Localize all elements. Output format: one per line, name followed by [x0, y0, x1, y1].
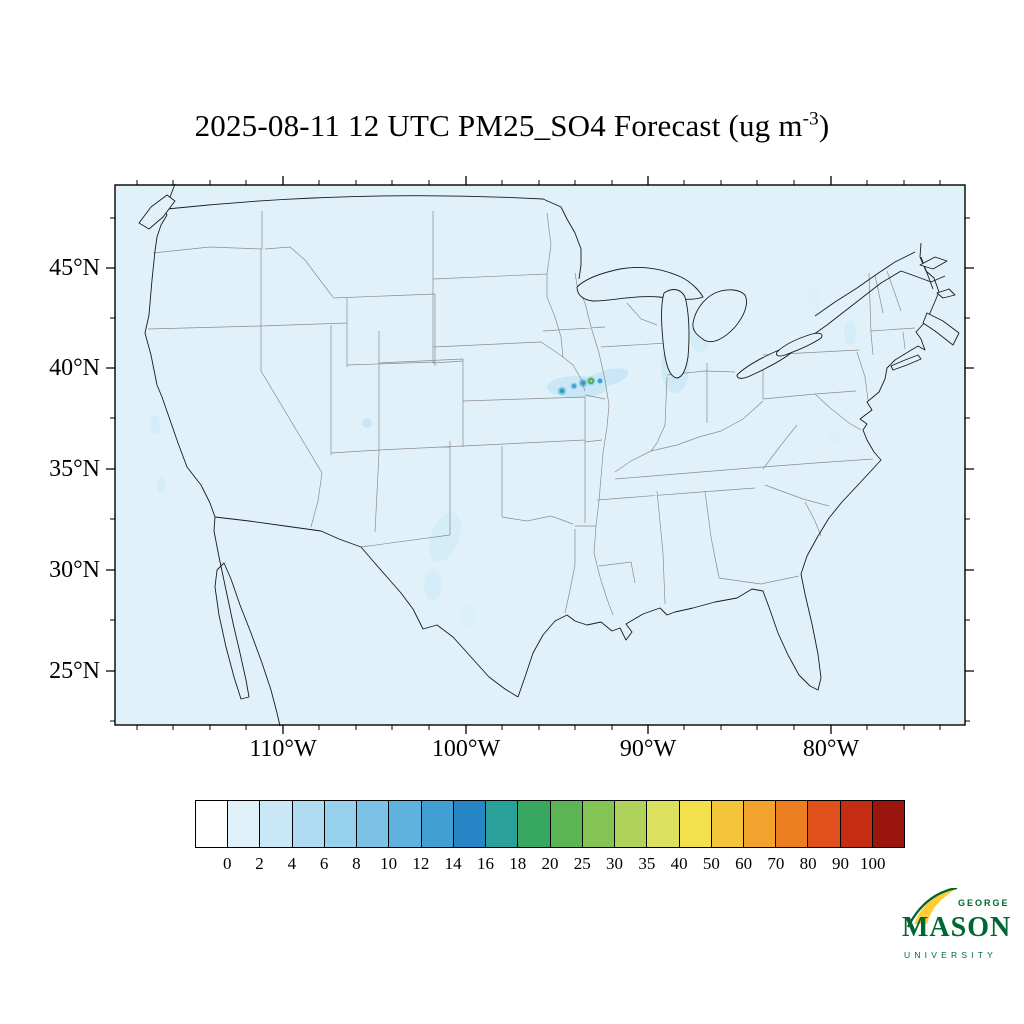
colorbar-cell: [710, 800, 744, 848]
colorbar-tick-label: 40: [670, 854, 688, 873]
colorbar-tick-label: 80: [799, 854, 817, 873]
pollution-hotspots: [558, 376, 603, 395]
colorbar-cell: [291, 800, 325, 848]
colorbar-cell: [742, 800, 777, 848]
lat-label-25n: 25°N: [49, 658, 100, 684]
colorbar-tick-label: 100: [859, 854, 886, 873]
lon-label-100w: 100°W: [431, 736, 501, 762]
colorbar-tick-label: 0: [223, 854, 232, 873]
map-area: [106, 176, 974, 734]
colorbar-cell: [356, 800, 390, 848]
colorbar-cell: [259, 800, 293, 848]
map-svg: [106, 176, 974, 734]
lat-label-35n: 35°N: [49, 456, 100, 482]
lat-label-45n: 45°N: [49, 255, 100, 281]
colorbar-tick-label: 12: [412, 854, 430, 873]
colorbar-cells: [195, 800, 906, 848]
colorbar-tick-label: 8: [352, 854, 361, 873]
colorbar-tick-label: 10: [380, 854, 398, 873]
colorbar-tick-label: 16: [476, 854, 494, 873]
colorbar-cell: [775, 800, 809, 848]
colorbar-tick-label: 4: [287, 854, 297, 873]
lat-label-40n: 40°N: [49, 355, 100, 381]
colorbar-tick-label: 2: [255, 854, 264, 873]
colorbar-cell: [420, 800, 454, 848]
lon-label-110w: 110°W: [249, 736, 317, 762]
lat-label-30n: 30°N: [49, 557, 100, 583]
colorbar-tick-label: 25: [573, 854, 591, 873]
map-background: [115, 185, 965, 725]
gmu-logo-university: UNIVERSITY: [904, 950, 998, 960]
coastlines: [138, 183, 960, 727]
colorbar-cell: [678, 800, 712, 848]
map-frame: [114, 184, 966, 726]
plot-title-suffix: ): [818, 108, 830, 143]
colorbar-tick-label: 70: [767, 854, 785, 873]
colorbar-tick-label: 90: [831, 854, 849, 873]
colorbar-tick-label: 18: [509, 854, 527, 873]
colorbar-cell: [485, 800, 519, 848]
colorbar-tick-label: 35: [638, 854, 656, 873]
colorbar-labels: 0 2 4 6 8 10 12 14 16 18 20 25 30 35 40 50 60 70 80 90 100: [195, 854, 905, 876]
lake-michigan: [661, 289, 690, 379]
great-lakes: [576, 266, 823, 379]
colorbar-cell: [388, 800, 422, 848]
colorbar-tick-label: 20: [541, 854, 559, 873]
colorbar-cell: [614, 800, 648, 848]
colorbar-cell: [839, 800, 873, 848]
colorbar-cell: [452, 800, 487, 848]
colorbar-cell: [195, 800, 229, 848]
colorbar-tick-label: 14: [444, 854, 462, 873]
lake-ontario: [776, 332, 823, 357]
gmu-logo: GEORGE MASON UNIVERSITY: [898, 888, 1016, 980]
colorbar-cell: [549, 800, 583, 848]
lon-label-90w: 90°W: [619, 736, 677, 762]
colorbar-cell: [227, 800, 261, 848]
plot-title-text: 2025-08-11 12 UTC PM25_SO4 Forecast (ug …: [194, 108, 803, 143]
colorbar-cell: [581, 800, 616, 848]
colorbar-tick-label: 50: [702, 854, 720, 873]
plot-title-exponent: -3: [802, 108, 819, 130]
colorbar-cell: [871, 800, 906, 848]
colorbar-tick-label: 6: [319, 854, 329, 873]
colorbar-cell: [517, 800, 551, 848]
colorbar-cell: [646, 800, 680, 848]
lon-label-80w: 80°W: [802, 736, 860, 762]
colorbar-tick-label: 60: [735, 854, 753, 873]
axis-ticks: [106, 176, 974, 734]
gmu-logo-george: GEORGE: [958, 898, 1010, 908]
gmu-swoosh-icon: [906, 888, 958, 928]
state-borders: [147, 211, 916, 616]
colorbar-cell: [807, 800, 841, 848]
plot-title: 2025-08-11 12 UTC PM25_SO4 Forecast (ug …: [0, 108, 1024, 144]
gmu-logo-mason: MASON: [902, 912, 1012, 943]
colorbar-cell: [323, 800, 358, 848]
lake-huron: [692, 289, 747, 343]
colorbar-tick-label: 30: [606, 854, 624, 873]
